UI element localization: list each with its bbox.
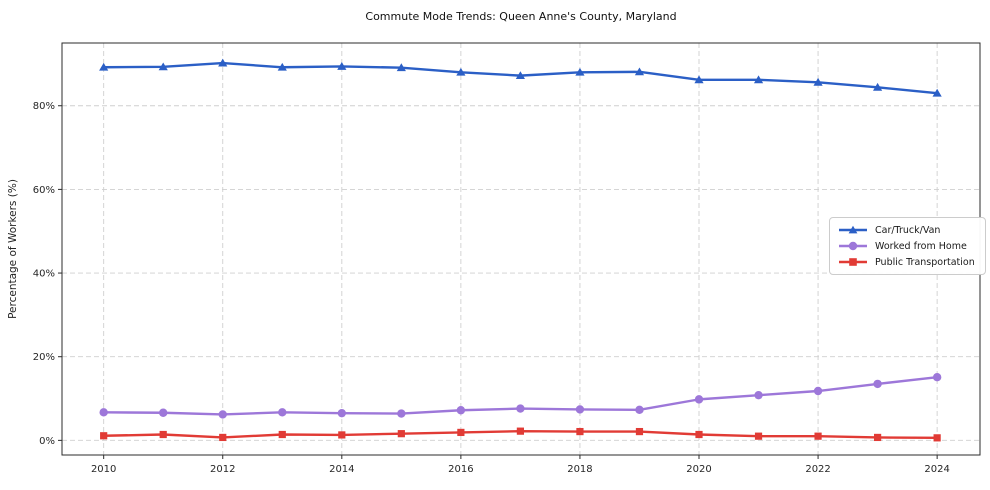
data-point-marker-car-truck-van [337,62,347,70]
data-point-marker-car-truck-van [813,77,823,86]
y-tick-label: 40% [33,269,55,280]
data-point-marker-worked-from-home [575,405,585,414]
data-point-marker-worked-from-home [456,406,466,415]
worked-from-home-line-marker-icon [839,241,867,251]
data-point-marker-worked-from-home [754,390,763,400]
data-point-marker-car-truck-van [634,67,645,76]
y-tick-label: 20% [33,352,55,363]
x-tick-label: 2022 [805,464,830,475]
data-point-marker-car-truck-van [456,67,466,76]
data-point-marker-worked-from-home [813,386,823,396]
data-point-marker-worked-from-home [337,408,347,418]
data-point-marker-public-transportation [397,430,405,438]
legend: Car/Truck/Van Worked from Home Public Tr… [829,217,986,275]
data-point-marker-car-truck-van [158,62,168,71]
data-point-marker-public-transportation [338,431,346,439]
data-point-marker-public-transportation [278,430,286,439]
data-point-marker-public-transportation [576,427,584,436]
data-point-marker-car-truck-van [396,63,406,72]
x-tick-label: 2020 [686,464,711,475]
chart-title: Commute Mode Trends: Queen Anne's County… [365,10,677,23]
legend-item-worked-from-home: Worked from Home [838,240,975,252]
car-truck-van-line-marker-icon [839,225,867,234]
y-tick-label: 80% [33,101,55,112]
data-point-marker-worked-from-home [159,408,168,417]
legend-label: Public Transportation [875,256,975,268]
data-point-marker-public-transportation [219,433,227,442]
legend-item-car-truck-van: Car/Truck/Van [838,224,975,236]
data-point-marker-worked-from-home [218,410,227,419]
x-tick-label: 2012 [210,464,235,475]
data-point-marker-car-truck-van [753,75,764,84]
data-point-marker-public-transportation [933,434,941,442]
data-point-marker-public-transportation [635,427,644,436]
y-tick-label: 60% [33,185,55,196]
x-tick-label: 2018 [567,464,592,475]
x-tick-label: 2010 [91,464,116,475]
data-point-marker-public-transportation [874,433,882,442]
data-point-marker-car-truck-van [694,75,704,84]
data-point-marker-public-transportation [159,430,167,439]
data-point-marker-worked-from-home [278,408,287,417]
x-tick-label: 2014 [329,464,354,475]
legend-label: Car/Truck/Van [875,224,941,236]
data-point-marker-worked-from-home [635,405,644,415]
data-point-marker-car-truck-van [277,62,287,71]
data-point-marker-public-transportation [814,432,822,440]
data-point-marker-car-truck-van [575,67,585,76]
data-point-marker-worked-from-home [694,395,704,404]
data-point-marker-public-transportation [457,428,465,437]
data-point-marker-worked-from-home [99,408,108,417]
data-point-marker-worked-from-home [932,373,942,382]
data-point-marker-public-transportation [516,427,525,435]
data-point-marker-public-transportation [100,432,108,440]
public-transportation-line-marker-icon [839,258,867,266]
data-point-marker-car-truck-van [873,82,883,91]
x-tick-label: 2024 [924,464,949,475]
data-point-marker-public-transportation [754,432,763,440]
data-point-marker-worked-from-home [873,379,882,389]
legend-item-public-transportation: Public Transportation [838,256,975,268]
data-point-marker-worked-from-home [516,404,525,413]
data-point-marker-car-truck-van [218,58,228,67]
data-point-marker-car-truck-van [99,62,109,71]
data-point-marker-car-truck-van [932,88,942,97]
legend-label: Worked from Home [875,240,967,252]
data-point-marker-public-transportation [695,430,703,439]
data-point-marker-car-truck-van [515,71,526,80]
y-tick-label: 0% [39,436,55,447]
x-tick-label: 2016 [448,464,473,475]
data-point-marker-worked-from-home [397,409,406,418]
